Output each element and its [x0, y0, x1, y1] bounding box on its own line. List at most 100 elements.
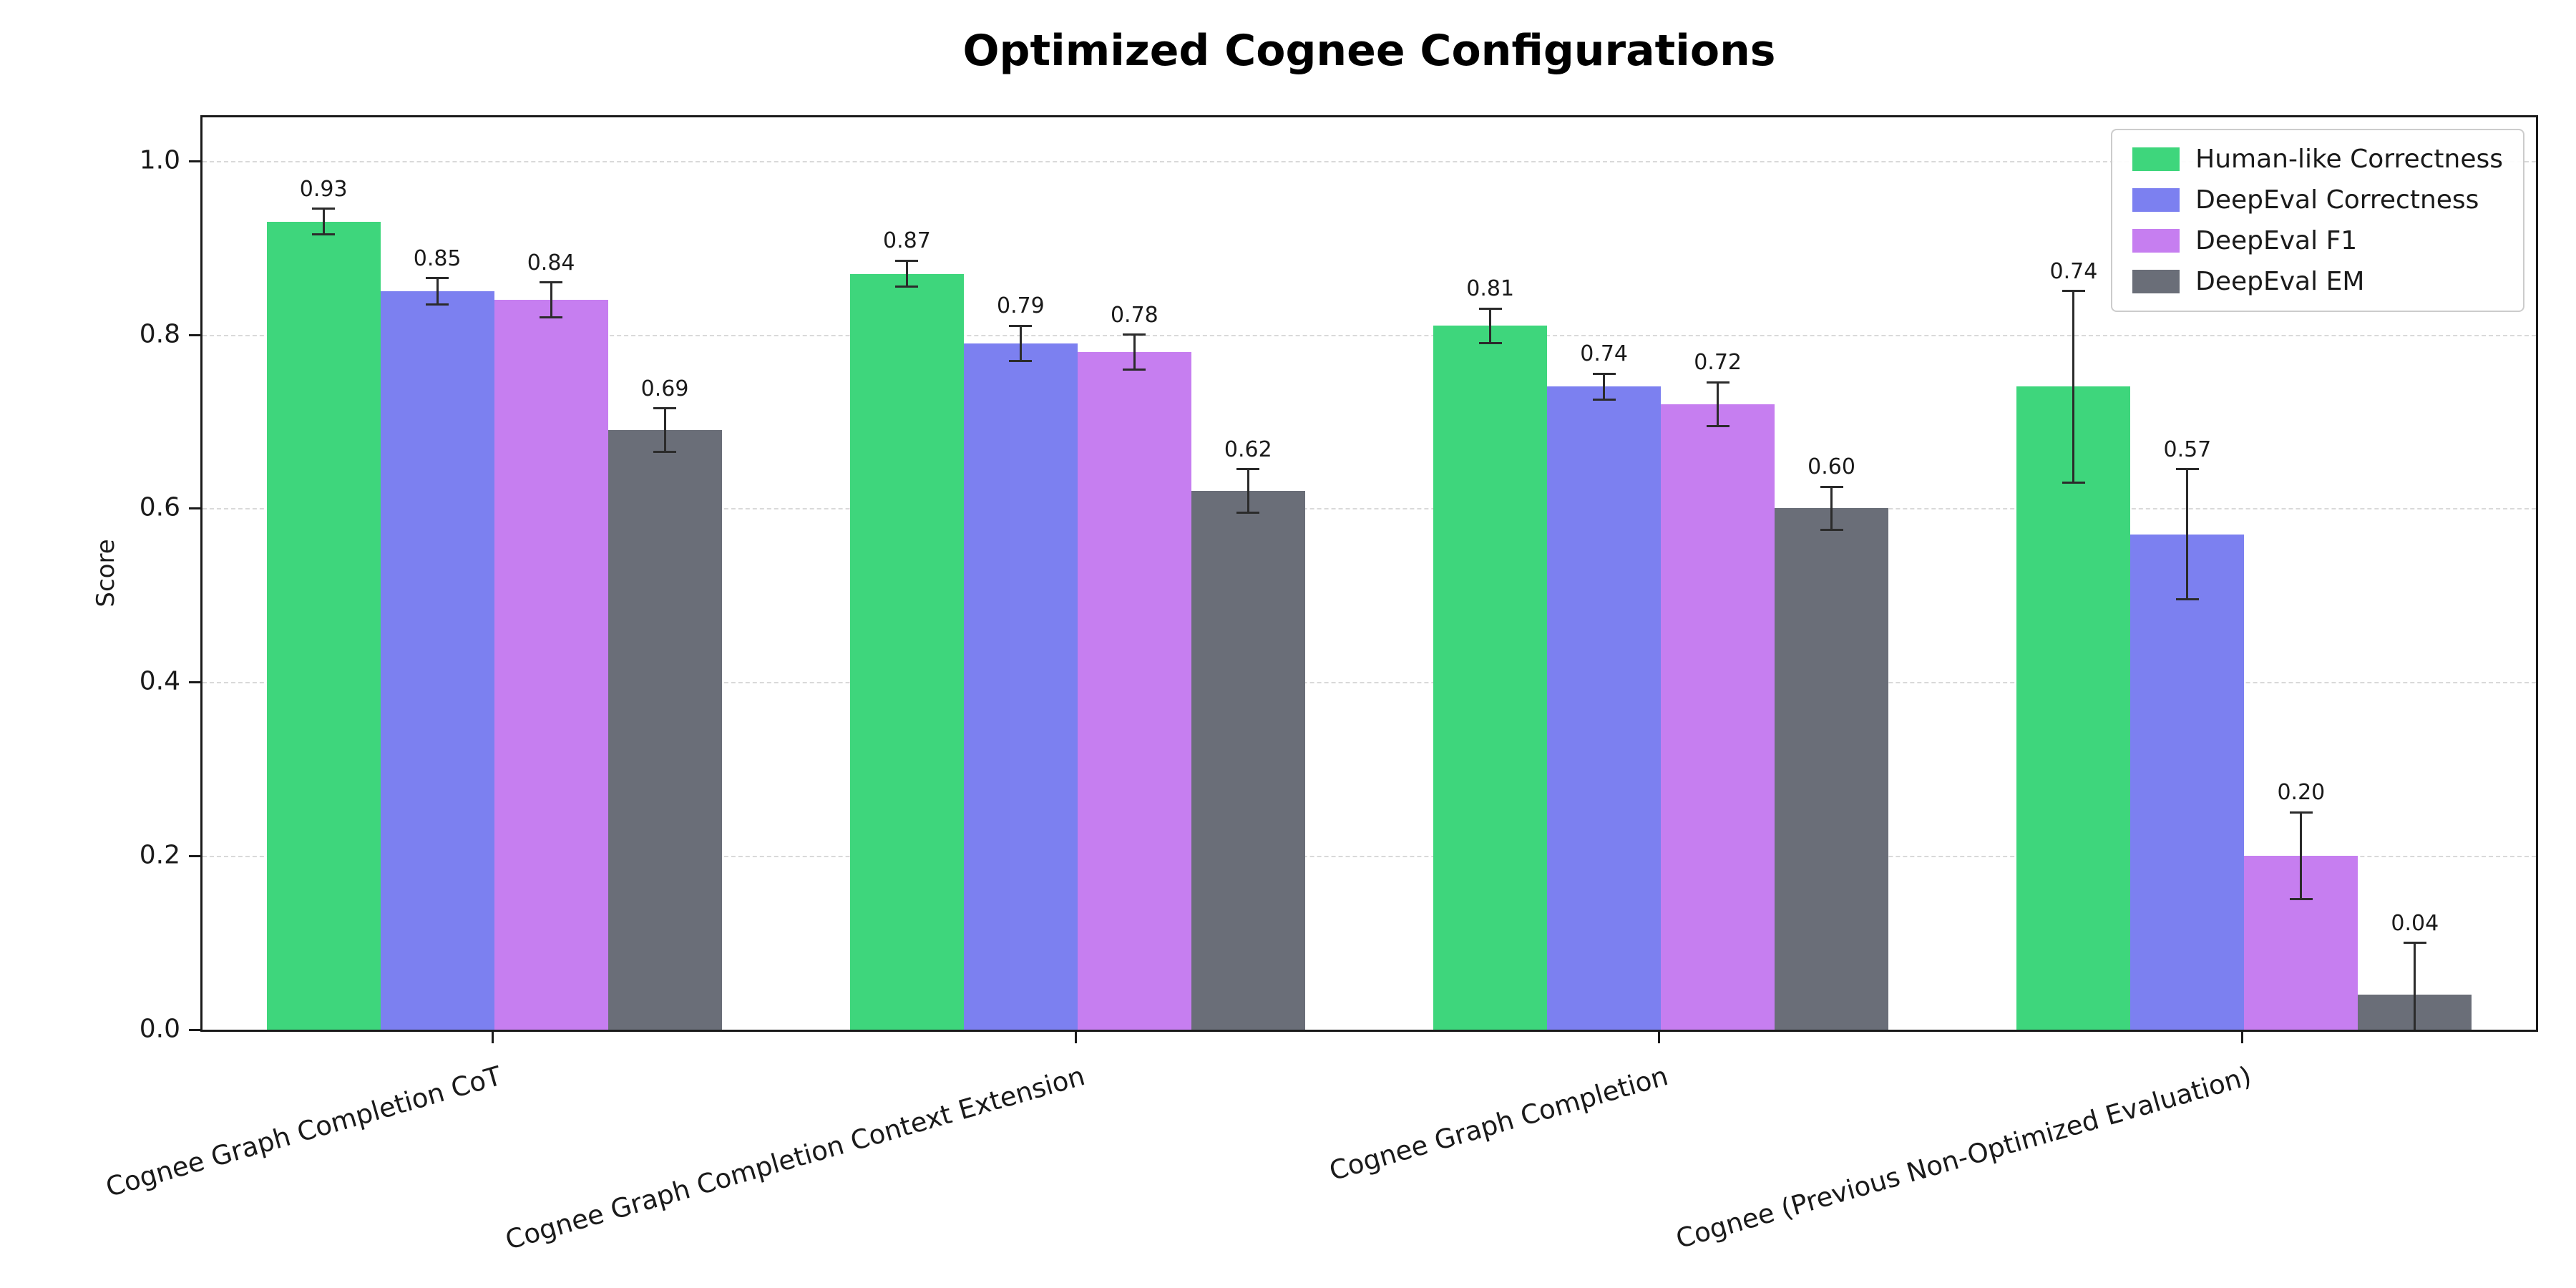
- legend-swatch: [2132, 229, 2180, 253]
- bar-value-label: 0.04: [2391, 910, 2439, 936]
- bar-value-label: 0.57: [2163, 436, 2212, 462]
- error-bar-cap: [653, 407, 677, 410]
- error-bar-cap: [2289, 898, 2313, 901]
- error-bar-cap: [1478, 342, 1502, 345]
- legend-label: DeepEval Correctness: [2195, 185, 2479, 215]
- bar-deepeval-f1: [494, 300, 608, 1030]
- bar-human-like-correctness: [266, 221, 381, 1030]
- legend: Human-like Correctness DeepEval Correctne…: [2111, 129, 2524, 312]
- error-bar-cap: [1009, 324, 1033, 327]
- error-bar-cap: [1478, 307, 1502, 310]
- bar-value-label: 0.74: [2049, 258, 2098, 284]
- bar-value-label: 0.78: [1110, 302, 1158, 328]
- y-tick-mark: [189, 855, 200, 858]
- bar-value-label: 0.60: [1807, 454, 1855, 480]
- x-tick-mark: [2241, 1032, 2244, 1043]
- bar-deepeval-correctness: [2130, 534, 2245, 1030]
- error-bar-cap: [1009, 359, 1033, 362]
- y-tick-label: 0.8: [139, 319, 180, 349]
- error-bar: [322, 208, 325, 235]
- bar-value-label: 0.81: [1466, 276, 1515, 302]
- bar-human-like-correctness: [2016, 386, 2131, 1030]
- error-bar: [1133, 334, 1136, 370]
- legend-item: DeepEval Correctness: [2132, 185, 2503, 215]
- error-bar: [1717, 382, 1719, 426]
- error-bar-cap: [1236, 468, 1260, 471]
- bar-deepeval-em: [608, 430, 722, 1030]
- bar-value-label: 0.93: [299, 176, 348, 202]
- error-bar-cap: [1706, 424, 1729, 427]
- error-bar: [1489, 308, 1492, 343]
- error-bar-cap: [312, 208, 336, 210]
- error-bar-cap: [540, 316, 563, 318]
- error-bar-cap: [426, 277, 449, 280]
- gridline: [203, 682, 2536, 684]
- y-tick-label: 0.0: [139, 1014, 180, 1044]
- error-bar: [550, 282, 552, 318]
- gridline: [203, 160, 2536, 162]
- y-tick-label: 0.4: [139, 666, 180, 696]
- bar-value-label: 0.69: [640, 376, 689, 401]
- bar-value-label: 0.87: [883, 228, 931, 254]
- y-tick-label: 0.2: [139, 840, 180, 870]
- y-tick-mark: [189, 681, 200, 684]
- bar-value-label: 0.72: [1694, 350, 1742, 376]
- y-tick-label: 1.0: [139, 145, 180, 175]
- bar-deepeval-correctness: [963, 343, 1078, 1030]
- error-bar-cap: [2175, 598, 2199, 601]
- error-bar-cap: [312, 233, 336, 236]
- error-bar: [2072, 291, 2075, 482]
- x-tick-label: Cognee Graph Completion Context Extensio…: [502, 1060, 1088, 1256]
- error-bar: [2300, 812, 2303, 899]
- error-bar: [2186, 469, 2189, 600]
- error-bar-cap: [2289, 811, 2313, 814]
- legend-item: Human-like Correctness: [2132, 145, 2503, 174]
- legend-item: DeepEval F1: [2132, 226, 2503, 255]
- x-tick-mark: [1074, 1032, 1077, 1043]
- bar-value-label: 0.74: [1580, 341, 1629, 367]
- bar-deepeval-correctness: [1547, 386, 1662, 1030]
- legend-label: Human-like Correctness: [2195, 145, 2503, 174]
- bar-deepeval-f1: [1661, 404, 1775, 1030]
- legend-item: DeepEval EM: [2132, 267, 2503, 296]
- bar-deepeval-em: [1775, 508, 1889, 1030]
- error-bar-cap: [895, 286, 919, 288]
- bar-value-label: 0.62: [1224, 436, 1272, 462]
- bar-value-label: 0.79: [996, 293, 1045, 319]
- plot-area: 0.93 0.85 0.84 0.69 0.87 0.79 0.78 0.62 0.81 0.74…: [200, 115, 2538, 1032]
- error-bar-cap: [2403, 942, 2426, 945]
- y-tick-mark: [189, 333, 200, 336]
- error-bar-cap: [2062, 290, 2085, 293]
- error-bar-cap: [1592, 399, 1616, 401]
- error-bar-cap: [1820, 529, 1843, 532]
- error-bar: [1830, 487, 1833, 530]
- error-bar-cap: [2062, 481, 2085, 484]
- y-axis-ticks: 0.0 0.2 0.4 0.6 0.8 1.0: [0, 117, 180, 1043]
- error-bar: [1603, 374, 1606, 400]
- bar-human-like-correctness: [849, 273, 964, 1030]
- legend-swatch: [2132, 147, 2180, 171]
- error-bar: [1019, 326, 1022, 361]
- error-bar: [2414, 942, 2416, 1030]
- x-tick-mark: [491, 1032, 494, 1043]
- gridline: [203, 508, 2536, 510]
- legend-swatch: [2132, 270, 2180, 293]
- error-bar-cap: [1592, 372, 1616, 375]
- error-bar-cap: [426, 303, 449, 306]
- error-bar-cap: [1236, 512, 1260, 514]
- error-bar: [905, 260, 908, 287]
- x-axis-ticks: Cognee Graph Completion CoT Cognee Graph …: [102, 1050, 2538, 1279]
- y-tick-mark: [189, 507, 200, 510]
- x-tick-label: Cognee Graph Completion: [1326, 1060, 1672, 1187]
- y-tick-label: 0.6: [139, 492, 180, 522]
- bar-deepeval-correctness: [380, 291, 494, 1030]
- error-bar-cap: [1706, 381, 1729, 384]
- error-bar-cap: [540, 281, 563, 284]
- error-bar: [663, 408, 666, 452]
- legend-label: DeepEval EM: [2195, 267, 2365, 296]
- y-tick-mark: [189, 160, 200, 162]
- bar-value-label: 0.85: [413, 245, 462, 271]
- gridline: [203, 334, 2536, 336]
- error-bar-cap: [1123, 368, 1146, 371]
- legend-label: DeepEval F1: [2195, 226, 2358, 255]
